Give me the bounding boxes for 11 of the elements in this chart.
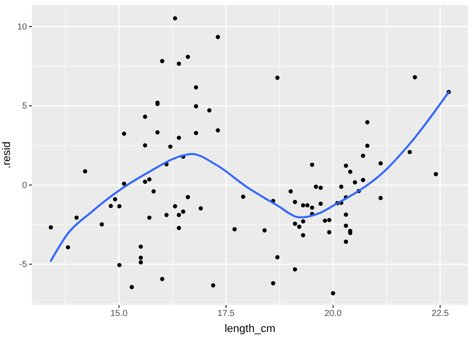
y-tick-label: 10 [17,21,28,32]
line-series [50,91,450,262]
x-tick-label: 17.5 [217,308,235,318]
x-tick-label: 20.0 [324,308,342,318]
x-tick-label: 15.0 [110,308,128,318]
y-tick-label: 5 [22,100,28,111]
y-tick-label: 0 [22,180,28,190]
x-axis-title: length_cm [224,323,276,335]
y-tick-label: -5 [19,259,28,270]
y-axis-title: .resid [1,142,13,168]
x-tick-label: 22.5 [432,308,449,318]
